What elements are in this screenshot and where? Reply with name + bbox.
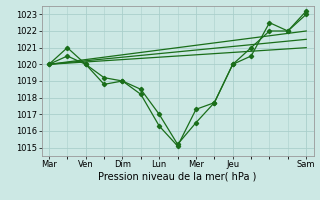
X-axis label: Pression niveau de la mer( hPa ): Pression niveau de la mer( hPa ) — [99, 172, 257, 182]
